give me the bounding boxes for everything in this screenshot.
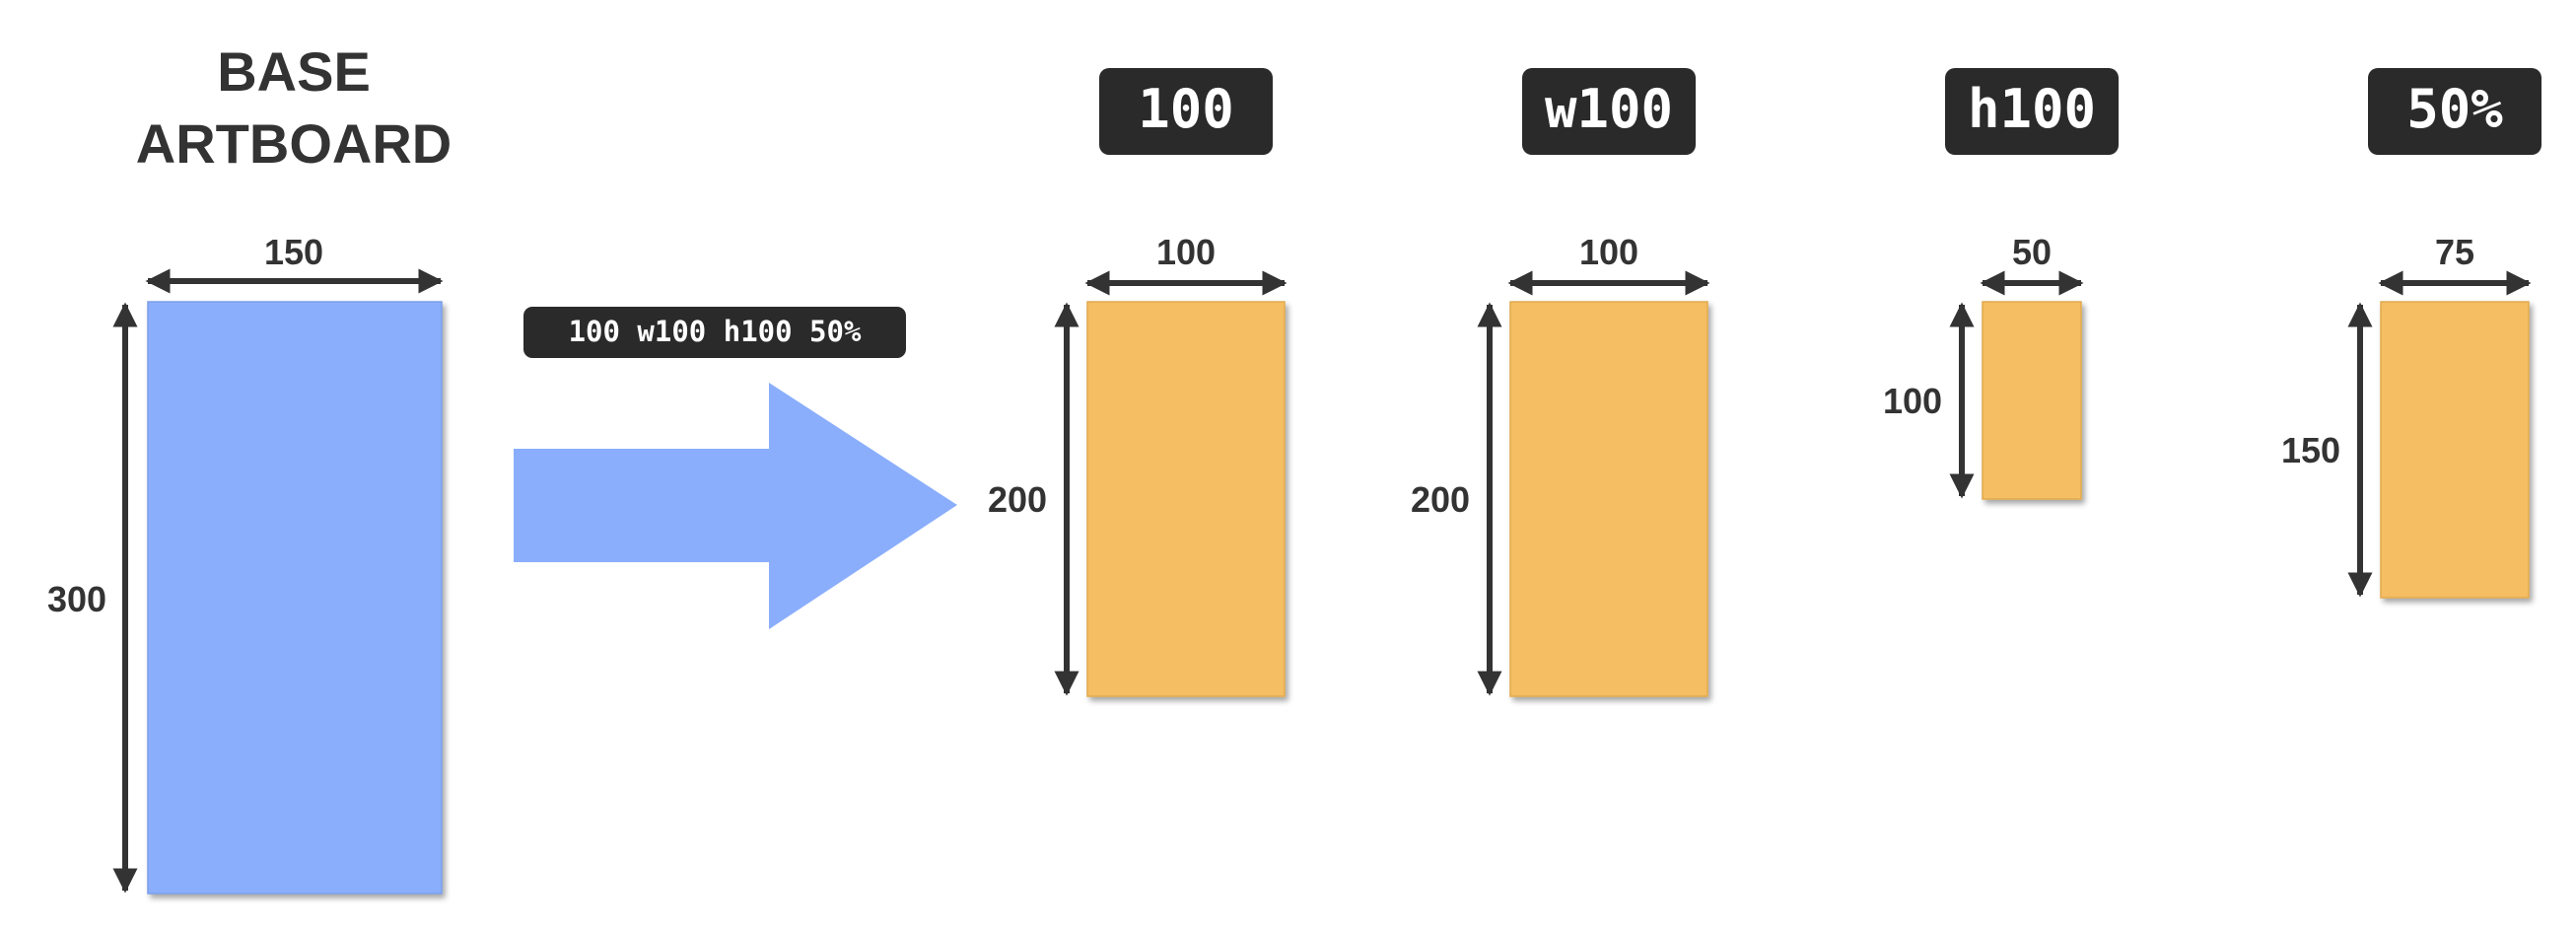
base-title-line1: BASE [217,40,371,103]
export-variant-2: w100 100 200 [1411,68,1710,697]
export-tag-bg [1522,68,1696,155]
export-tag-text: 50% [2406,78,2503,140]
base-artboard-rect [147,301,443,895]
export-variant-1: 100 100 200 [988,68,1288,697]
export-tag-bg [2368,68,2541,155]
export-width-label: 100 [1579,232,1638,272]
export-command-group: 100 w100 h100 50% [514,307,957,629]
export-height-label: 200 [988,479,1047,520]
export-arrow-shape [514,383,957,629]
export-width-label: 50 [2012,232,2052,272]
export-rect [1982,301,2082,500]
export-tag-bg [1099,68,1273,155]
export-tag-bg [1945,68,2119,155]
export-tag-text: w100 [1545,78,1673,140]
base-height-label: 300 [47,579,106,619]
exported-variants: 100 100 200 w100 100 200 h100 50 100 50% 75 150 [988,68,2541,697]
base-title-line2: ARTBOARD [136,112,452,175]
export-variant-3: h100 50 100 [1883,68,2119,500]
export-rect [2380,301,2530,599]
export-tag-text: h100 [1968,78,2096,140]
export-height-label: 150 [2281,430,2340,470]
export-tag-text: 100 [1138,78,1234,140]
export-rect [1509,301,1708,697]
export-width-label: 100 [1156,232,1216,272]
export-variant-4: 50% 75 150 [2281,68,2541,599]
base-width-label: 150 [264,232,323,272]
export-rect [1086,301,1286,697]
command-tag-bg [523,307,906,358]
command-tag-text: 100 w100 h100 50% [569,315,862,348]
export-height-label: 200 [1411,479,1470,520]
export-height-label: 100 [1883,381,1942,421]
export-width-label: 75 [2435,232,2474,272]
base-artboard-group: BASE ARTBOARD 150 300 [47,40,452,895]
